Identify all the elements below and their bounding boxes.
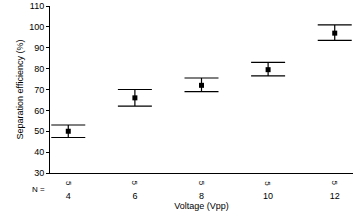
svg-text:5: 5 [263, 181, 272, 186]
svg-text:30: 30 [34, 168, 44, 178]
svg-text:90: 90 [34, 43, 44, 53]
svg-text:100: 100 [29, 22, 44, 32]
svg-text:5: 5 [197, 181, 206, 186]
svg-text:50: 50 [34, 126, 44, 136]
svg-text:110: 110 [30, 1, 44, 11]
svg-text:6: 6 [132, 191, 137, 201]
svg-text:12: 12 [330, 191, 340, 201]
svg-text:80: 80 [34, 64, 44, 74]
svg-text:5: 5 [64, 181, 73, 186]
svg-text:40: 40 [34, 147, 44, 157]
svg-text:Separation efficiency (%): Separation efficiency (%) [15, 40, 25, 140]
svg-text:5: 5 [330, 181, 339, 186]
svg-text:4: 4 [66, 191, 71, 201]
svg-text:70: 70 [34, 85, 44, 95]
svg-text:60: 60 [34, 106, 44, 116]
svg-text:Voltage (Vpp): Voltage (Vpp) [174, 201, 229, 211]
svg-text:5: 5 [130, 180, 139, 185]
svg-text:8: 8 [199, 191, 204, 201]
svg-text:10: 10 [263, 191, 273, 201]
svg-text:N =: N = [32, 185, 45, 194]
